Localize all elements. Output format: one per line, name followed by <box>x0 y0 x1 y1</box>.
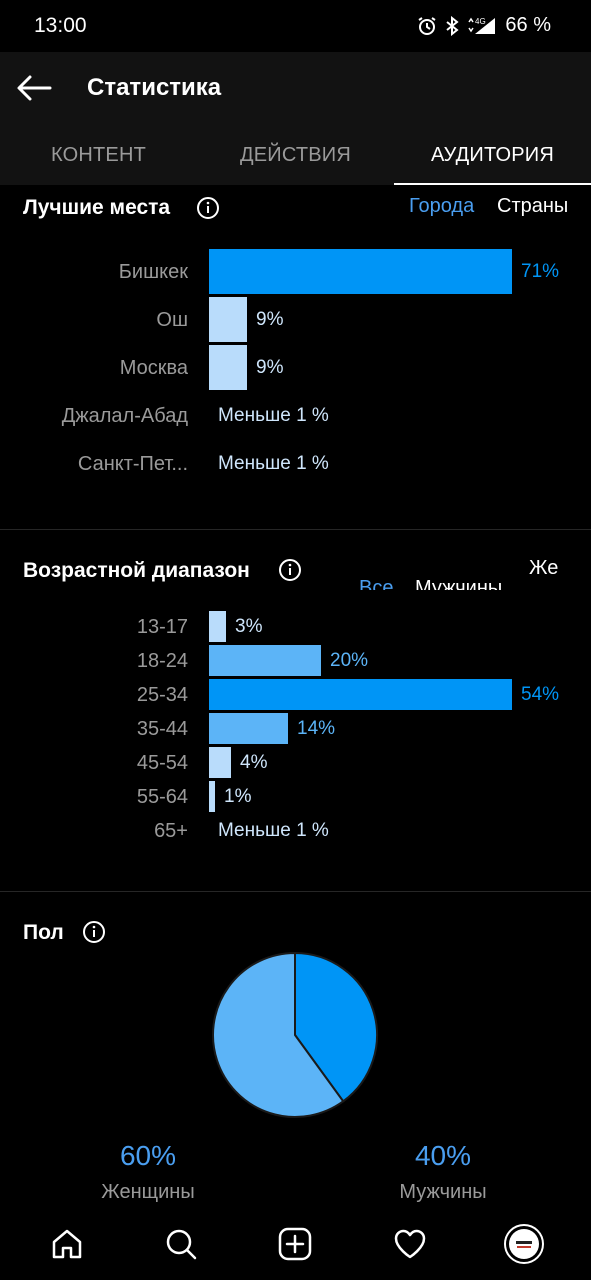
bar-value: Меньше 1 % <box>218 819 329 841</box>
bar <box>209 679 512 710</box>
bar-label: Бишкек <box>118 260 188 283</box>
bar-label: Ош <box>156 308 188 331</box>
bar-label: Санкт-Пет... <box>77 452 188 475</box>
bar-label: 35-44 <box>136 717 188 740</box>
age-filter-clip: Все Мужчины <box>359 577 559 590</box>
age-row: 55-64 1% <box>0 781 591 812</box>
bar-label: 13-17 <box>136 615 188 638</box>
bar <box>209 645 321 676</box>
arrow-left-icon <box>17 75 52 101</box>
app-bar: Статистика <box>0 52 591 122</box>
bar-label: Москва <box>119 356 188 379</box>
bar <box>209 713 288 744</box>
network-type: 4G <box>475 17 486 26</box>
battery-level: 66 % <box>505 14 551 36</box>
bar <box>209 249 512 294</box>
nav-add[interactable] <box>265 1214 325 1274</box>
men-percent: 40% <box>414 1140 472 1171</box>
bar-label: 55-64 <box>136 785 188 808</box>
top-places-title: Лучшие места <box>23 196 171 219</box>
bar-value: 9% <box>256 308 284 330</box>
filter-all[interactable]: Все <box>359 577 394 590</box>
bar-label: 45-54 <box>136 751 188 774</box>
add-icon <box>279 1227 312 1261</box>
women-label: Женщины <box>101 1181 195 1203</box>
bluetooth-icon <box>446 15 460 36</box>
filter-countries[interactable]: Страны <box>497 195 569 217</box>
bar-value: 14% <box>297 717 336 739</box>
place-row: Бишкек 71% <box>0 249 591 294</box>
nav-activity[interactable] <box>380 1214 440 1274</box>
filter-men[interactable]: Мужчины <box>415 577 503 590</box>
place-row: Джалал-Абад Меньше 1 % <box>0 393 591 438</box>
age-row: 18-24 20% <box>0 645 591 676</box>
tab-audience[interactable]: АУДИТОРИЯ <box>394 122 591 185</box>
bar-label: 65+ <box>154 819 188 842</box>
age-range-title: Возрастной диапазон <box>23 559 250 582</box>
bar <box>209 297 247 342</box>
bar <box>209 611 226 642</box>
search-icon <box>167 1229 197 1260</box>
signal-icon: 4G <box>468 17 496 34</box>
info-icon[interactable] <box>82 920 106 944</box>
heart-icon <box>394 1229 425 1259</box>
pie-slice-men <box>294 951 378 1103</box>
place-row: Санкт-Пет... Меньше 1 % <box>0 441 591 486</box>
place-row: Москва 9% <box>0 345 591 390</box>
back-button[interactable] <box>14 68 54 108</box>
tab-actions[interactable]: ДЕЙСТВИЯ <box>239 144 351 166</box>
filter-women-clip: Же <box>529 557 569 590</box>
bar-value: 71% <box>521 260 560 282</box>
bar <box>209 781 215 812</box>
info-icon[interactable] <box>196 196 220 220</box>
men-label: Мужчины <box>399 1181 487 1203</box>
bar <box>209 747 231 778</box>
place-row: Ош 9% <box>0 297 591 342</box>
filter-cities[interactable]: Города <box>409 195 475 217</box>
status-icons: 4G 66 % <box>417 14 551 37</box>
nav-home[interactable] <box>37 1214 97 1274</box>
bar-value: 9% <box>256 356 284 378</box>
status-time: 13:00 <box>34 14 87 37</box>
bar-value: 3% <box>235 615 263 637</box>
bar-value: 20% <box>330 649 369 671</box>
profile-avatar <box>503 1224 544 1264</box>
status-bar: 13:00 4G 66 % <box>0 0 591 52</box>
gender-title: Пол <box>23 921 64 944</box>
tab-bar: КОНТЕНТ ДЕЙСТВИЯ АУДИТОРИЯ <box>0 122 591 185</box>
page-title: Статистика <box>87 74 222 101</box>
bottom-navigation <box>0 1208 591 1280</box>
pie-slice-women <box>212 951 345 1118</box>
bar-label: Джалал-Абад <box>61 404 188 427</box>
age-row: 65+ Меньше 1 % <box>0 815 591 846</box>
nav-profile[interactable] <box>494 1214 554 1274</box>
age-row: 13-17 3% <box>0 611 591 642</box>
tab-content[interactable]: КОНТЕНТ <box>50 144 147 166</box>
bar <box>209 345 247 390</box>
age-row: 45-54 4% <box>0 747 591 778</box>
nav-search[interactable] <box>151 1214 211 1274</box>
age-row: 25-34 54% <box>0 679 591 710</box>
bar-value: 4% <box>240 751 268 773</box>
bar-value: 54% <box>521 683 560 705</box>
bar-value: Меньше 1 % <box>218 404 329 426</box>
bar-value: 1% <box>224 785 252 807</box>
alarm-icon <box>418 16 436 35</box>
filter-women[interactable]: Же <box>529 557 559 579</box>
bar-label: 18-24 <box>136 649 188 672</box>
women-percent: 60% <box>119 1140 177 1171</box>
divider <box>0 529 591 530</box>
divider <box>0 891 591 892</box>
info-icon[interactable] <box>278 558 302 582</box>
gender-pie-chart <box>212 951 378 1118</box>
age-row: 35-44 14% <box>0 713 591 744</box>
bar-value: Меньше 1 % <box>218 452 329 474</box>
home-icon <box>52 1229 82 1259</box>
bar-label: 25-34 <box>136 683 188 706</box>
